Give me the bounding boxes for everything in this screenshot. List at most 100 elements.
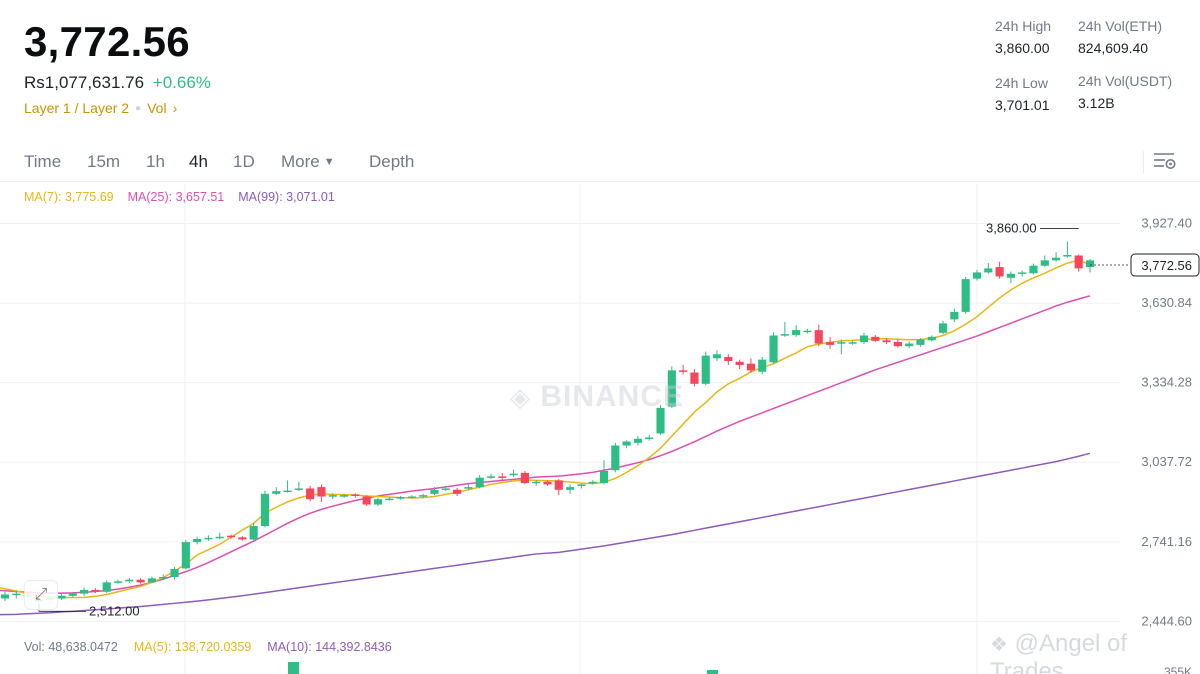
candle-body[interactable] <box>147 578 156 583</box>
expand-chart-button[interactable]: ⤢ <box>24 580 58 610</box>
candle-body[interactable] <box>566 487 575 490</box>
more-dropdown[interactable]: More ▼ <box>281 152 335 172</box>
candle-body[interactable] <box>0 594 10 599</box>
candle-body[interactable] <box>215 536 224 539</box>
tab-1h[interactable]: 1h <box>146 152 165 171</box>
candle-body[interactable] <box>667 370 676 407</box>
candle-body[interactable] <box>12 593 21 596</box>
tag-vol[interactable]: Vol <box>147 100 167 116</box>
candle-body[interactable] <box>396 497 405 499</box>
candle-body[interactable] <box>498 476 507 478</box>
candle-body[interactable] <box>453 489 462 494</box>
candle-body[interactable] <box>792 330 801 335</box>
candle-body[interactable] <box>769 335 778 363</box>
candle-body[interactable] <box>328 495 337 497</box>
candle-body[interactable] <box>272 491 281 494</box>
candle-body[interactable] <box>758 359 767 372</box>
candle-body[interactable] <box>837 342 846 344</box>
candle-body[interactable] <box>893 341 902 347</box>
candle-body[interactable] <box>294 488 303 490</box>
tab-time[interactable]: Time <box>24 152 62 171</box>
candle-body[interactable] <box>193 538 202 543</box>
candle-body[interactable] <box>780 334 789 336</box>
candle-body[interactable] <box>80 589 89 594</box>
candle-body[interactable] <box>509 473 518 476</box>
candle-body[interactable] <box>1006 273 1015 278</box>
candle-body[interactable] <box>712 354 722 359</box>
candle-body[interactable] <box>577 484 586 486</box>
candle-body[interactable] <box>950 311 959 320</box>
candle-body[interactable] <box>1029 265 1038 274</box>
chevron-right-icon[interactable]: › <box>172 100 178 116</box>
candle-body[interactable] <box>373 499 383 505</box>
candle-body[interactable] <box>543 481 552 485</box>
candle-body[interactable] <box>260 493 270 527</box>
candle-body[interactable] <box>871 336 880 341</box>
candle-body[interactable] <box>57 595 66 599</box>
candle-body[interactable] <box>1085 260 1095 268</box>
candle-body[interactable] <box>249 526 258 540</box>
candle-body[interactable] <box>181 542 190 569</box>
candle-body[interactable] <box>724 356 733 361</box>
candle-body[interactable] <box>690 372 699 384</box>
candle-body[interactable] <box>656 407 665 434</box>
candle-body[interactable] <box>238 537 247 540</box>
candle-body[interactable] <box>1040 260 1049 266</box>
candle-body[interactable] <box>916 339 925 345</box>
candle-body[interactable] <box>1052 257 1061 261</box>
chart-settings-icon[interactable] <box>1152 149 1178 173</box>
candle-body[interactable] <box>306 488 315 500</box>
candle-body[interactable] <box>984 268 993 273</box>
candle-body[interactable] <box>317 487 326 497</box>
candle-body[interactable] <box>385 498 394 501</box>
candle-body[interactable] <box>520 472 529 484</box>
candle-body[interactable] <box>91 589 100 592</box>
candle-body[interactable] <box>848 342 857 344</box>
candle-body[interactable] <box>972 272 982 279</box>
candle-body[interactable] <box>859 335 869 343</box>
candle-body[interactable] <box>803 330 812 333</box>
candle-body[interactable] <box>554 480 563 490</box>
candle-body[interactable] <box>905 343 914 347</box>
candle-body[interactable] <box>170 568 179 578</box>
candle-body[interactable] <box>204 537 213 540</box>
candle-body[interactable] <box>475 477 484 488</box>
tab-4h[interactable]: 4h <box>189 152 208 171</box>
candle-body[interactable] <box>679 370 688 372</box>
candle-body[interactable] <box>407 496 416 499</box>
candle-body[interactable] <box>283 490 292 493</box>
candle-body[interactable] <box>419 495 428 497</box>
candle-body[interactable] <box>622 441 631 446</box>
candle-body[interactable] <box>68 593 77 596</box>
candle-body[interactable] <box>362 496 371 505</box>
candle-body[interactable] <box>746 363 756 371</box>
candle-body[interactable] <box>125 579 134 582</box>
candle-body[interactable] <box>599 471 609 484</box>
candle-body[interactable] <box>113 581 123 583</box>
candle-body[interactable] <box>645 437 654 439</box>
candle-body[interactable] <box>441 488 450 490</box>
candle-body[interactable] <box>825 342 835 345</box>
candle-body[interactable] <box>226 535 236 538</box>
candle-body[interactable] <box>136 579 145 583</box>
tab-depth[interactable]: Depth <box>369 152 415 171</box>
candle-body[interactable] <box>339 495 349 497</box>
candle-body[interactable] <box>532 481 541 484</box>
candle-body[interactable] <box>588 481 597 484</box>
candle-body[interactable] <box>633 438 642 443</box>
tab-15m[interactable]: 15m <box>87 152 121 171</box>
tab-1d[interactable]: 1D <box>233 152 255 171</box>
candle-body[interactable] <box>486 476 496 478</box>
candle-body[interactable] <box>430 489 439 494</box>
candle-body[interactable] <box>351 494 360 496</box>
candle-body[interactable] <box>882 340 891 343</box>
candle-body[interactable] <box>1018 272 1027 274</box>
candle-body[interactable] <box>159 577 168 579</box>
candle-body[interactable] <box>961 279 970 312</box>
candle-body[interactable] <box>611 445 620 471</box>
candle-body[interactable] <box>814 330 823 344</box>
candle-body[interactable] <box>464 487 473 489</box>
candle-body[interactable] <box>102 582 111 592</box>
candle-body[interactable] <box>701 355 710 384</box>
candle-body[interactable] <box>1063 254 1072 257</box>
